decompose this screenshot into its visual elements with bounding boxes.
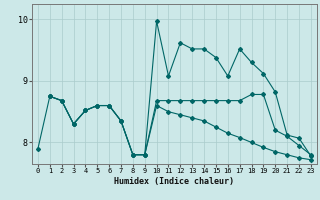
X-axis label: Humidex (Indice chaleur): Humidex (Indice chaleur) bbox=[115, 177, 234, 186]
